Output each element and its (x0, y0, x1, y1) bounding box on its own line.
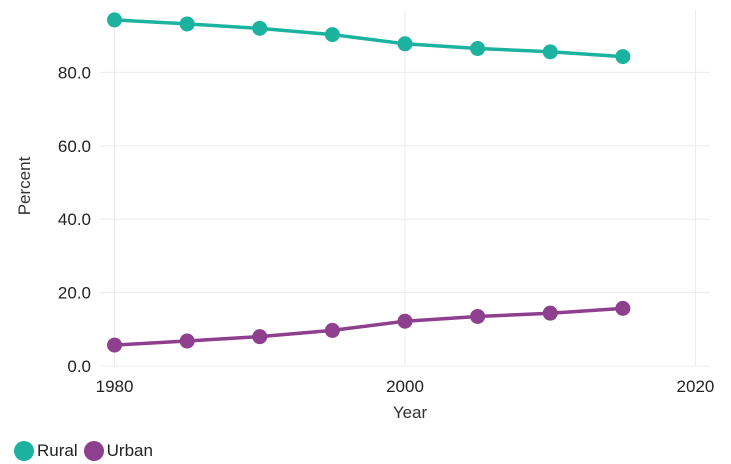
data-point-urban (179, 333, 195, 349)
grid-lines (100, 10, 710, 367)
data-point-urban (397, 313, 413, 329)
data-point-rural (470, 41, 486, 57)
legend-swatch (83, 441, 104, 461)
y-axis: 0.0 20.0 40.0 60.0 80.0 (58, 63, 91, 376)
y-tick-label: 0.0 (67, 357, 91, 376)
legend-item-rural: Rural (14, 441, 78, 461)
legend-label: Urban (106, 441, 153, 460)
line-chart: 0.0 20.0 40.0 60.0 80.0 1980 2000 2020 Percent… (15, 10, 715, 422)
series-line-rural (114, 18, 624, 59)
series-line-urban (114, 306, 624, 347)
data-point-rural (252, 20, 268, 36)
x-axis-title: Year (393, 403, 428, 422)
data-point-rural (397, 36, 413, 52)
legend-swatch (14, 441, 34, 461)
data-point-urban (324, 322, 340, 338)
data-point-rural (615, 49, 631, 65)
y-axis-title: Percent (15, 156, 34, 215)
x-tick-label: 2020 (677, 377, 715, 396)
legend-label: Rural (37, 441, 78, 460)
x-axis: 1980 2000 2020 (96, 377, 715, 396)
data-point-rural (542, 44, 558, 60)
data-point-urban (470, 308, 486, 324)
data-point-rural (107, 12, 123, 28)
data-point-urban (252, 329, 268, 345)
y-tick-label: 20.0 (58, 284, 91, 303)
data-point-urban (615, 300, 631, 316)
x-tick-label: 2000 (386, 377, 424, 396)
data-point-urban (107, 337, 123, 353)
series-layer (107, 12, 631, 353)
legend-item-urban: Urban (83, 441, 153, 461)
data-point-urban (542, 305, 558, 321)
y-tick-label: 60.0 (58, 137, 91, 156)
y-tick-label: 40.0 (58, 210, 91, 229)
x-tick-label: 1980 (96, 377, 134, 396)
data-point-rural (324, 27, 340, 43)
data-point-rural (179, 16, 195, 32)
legend: Rural Urban (14, 441, 155, 461)
y-tick-label: 80.0 (58, 63, 91, 82)
